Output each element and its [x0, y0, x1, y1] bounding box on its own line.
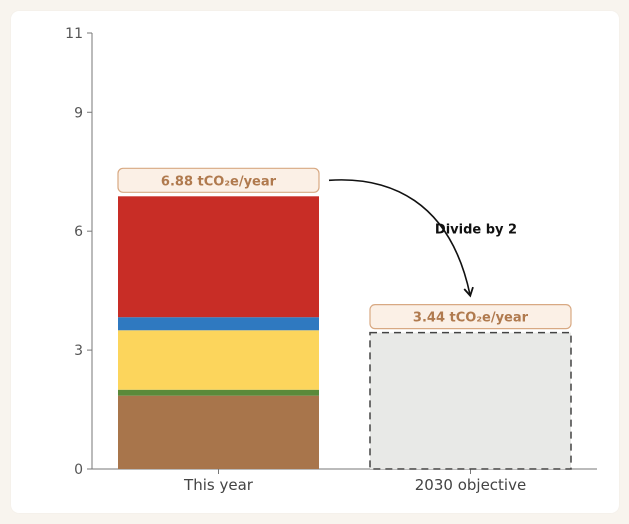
bar-layer	[118, 196, 572, 470]
divide-arrow	[328, 179, 474, 298]
category-label-this-year: This year	[183, 476, 254, 494]
bar-segment-4	[118, 196, 319, 318]
y-tick-label: 3	[74, 343, 83, 359]
y-tick-label: 11	[65, 26, 83, 42]
total-label-objective: 3.44 tCO₂e/year	[413, 311, 529, 326]
y-tick-label: 9	[74, 105, 83, 121]
bar-segment-3	[118, 317, 319, 331]
total-badge-this-year	[117, 167, 320, 193]
total-label-this-year: 6.88 tCO₂e/year	[161, 174, 277, 189]
bar-segment-1	[118, 389, 319, 396]
divide-annotation: Divide by 2	[435, 222, 517, 237]
objective-bar	[369, 331, 572, 470]
total-badge-objective	[369, 304, 572, 330]
y-tick-label: 0	[74, 462, 83, 478]
category-label-2030-objective: 2030 objective	[415, 476, 526, 494]
y-tick-label: 6	[74, 224, 83, 240]
bar-segment-2	[118, 330, 319, 390]
bar-segment-0	[118, 395, 319, 469]
